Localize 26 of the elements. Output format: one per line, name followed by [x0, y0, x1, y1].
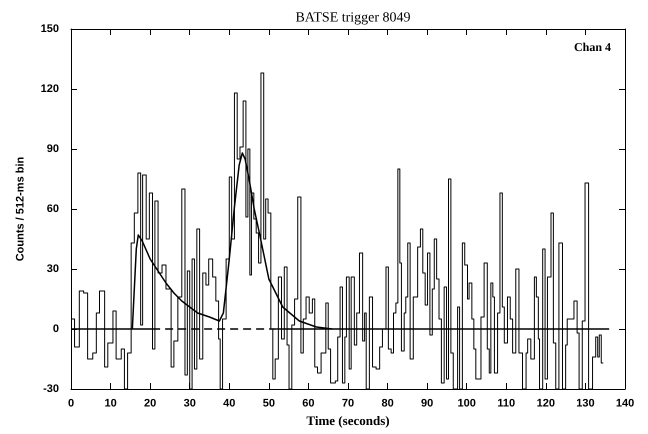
annotation: Chan 4: [574, 40, 611, 54]
x-tick-label: 140: [616, 398, 634, 410]
x-tick-label: 90: [421, 398, 434, 410]
y-tick-label: 0: [52, 323, 59, 335]
y-axis-title: Counts / 512-ms bin: [14, 156, 26, 262]
x-tick-label: 120: [536, 398, 556, 410]
chart-title: BATSE trigger 8049: [295, 10, 411, 26]
y-tick-label: 120: [40, 83, 59, 95]
x-axis-title: Time (seconds): [306, 413, 390, 428]
y-tick-label: 60: [46, 203, 59, 215]
x-tick-label: 60: [302, 398, 315, 410]
y-tick-label: -30: [43, 383, 59, 395]
y-tick-label: 150: [40, 23, 59, 35]
x-tick-label: 0: [68, 398, 74, 410]
x-tick-label: 50: [262, 398, 275, 410]
x-tick-label: 40: [223, 398, 236, 410]
y-tick-label: 30: [46, 263, 59, 275]
x-tick-label: 10: [104, 398, 117, 410]
x-tick-label: 100: [458, 398, 476, 410]
x-tick-label: 110: [497, 398, 516, 410]
x-tick-label: 20: [144, 398, 156, 410]
x-tick-label: 130: [576, 398, 595, 410]
x-tick-label: 30: [184, 398, 196, 410]
x-tick-label: 80: [381, 398, 394, 410]
y-tick-label: 90: [46, 143, 59, 155]
x-tick-label: 70: [342, 398, 354, 410]
